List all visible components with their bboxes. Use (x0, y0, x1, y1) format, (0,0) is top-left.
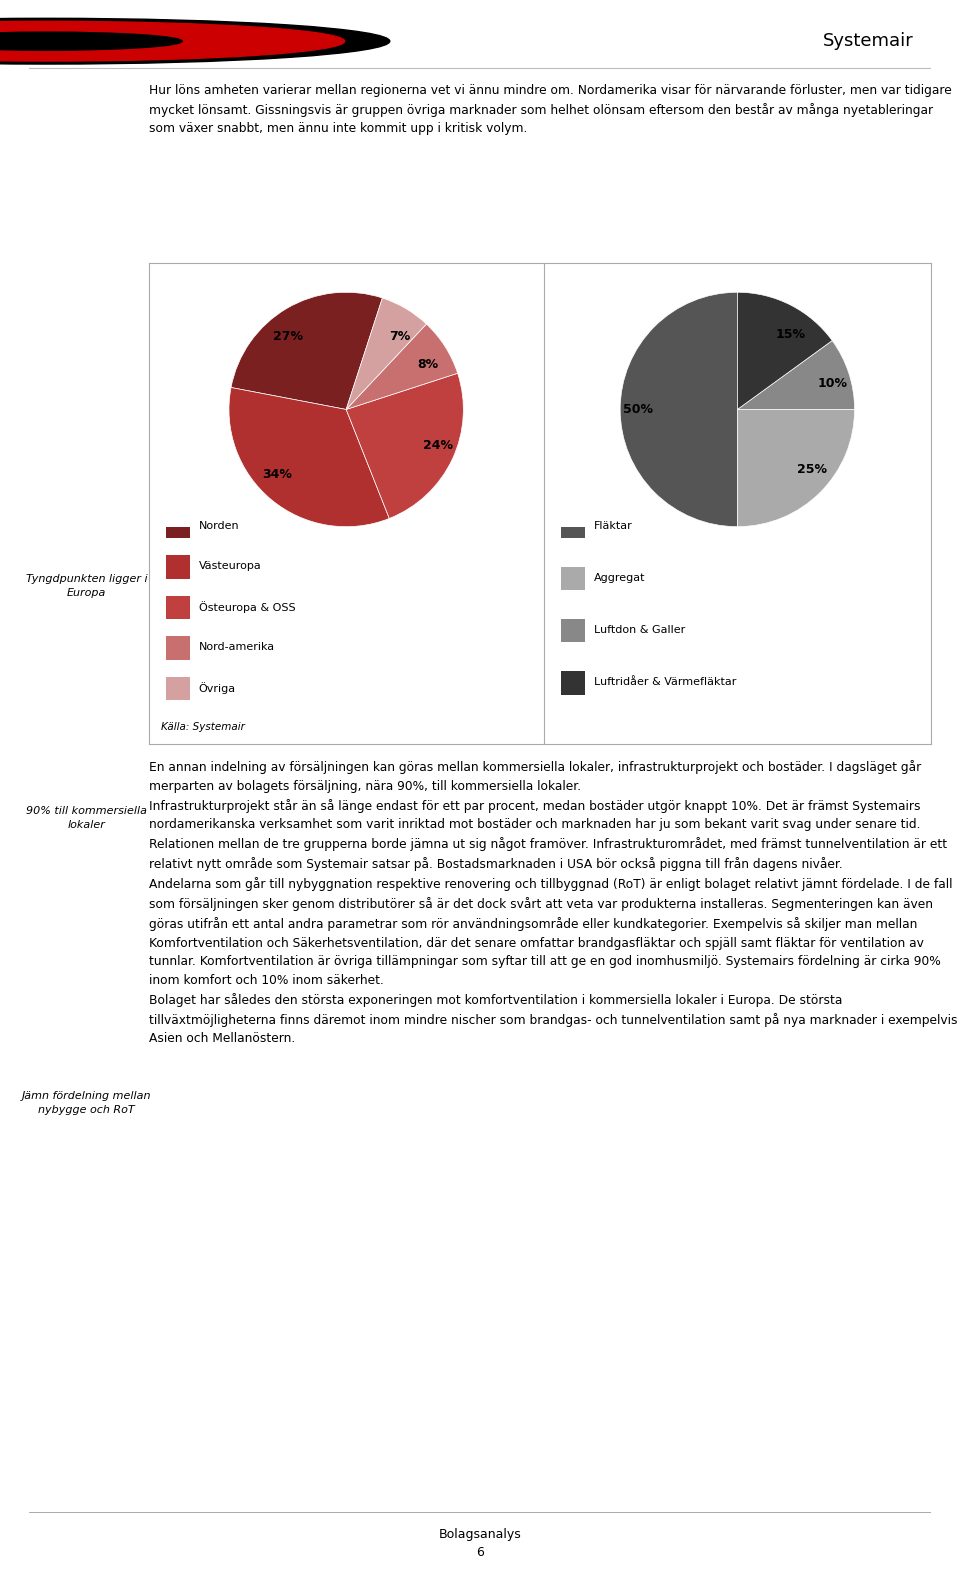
Text: Aggregat: Aggregat (594, 573, 645, 583)
Text: Jämn fördelning mellan
nybygge och RoT: Jämn fördelning mellan nybygge och RoT (22, 1091, 151, 1115)
Wedge shape (229, 388, 390, 526)
Bar (166, 676, 190, 700)
Text: 34%: 34% (262, 467, 293, 482)
Text: Övriga: Övriga (199, 681, 236, 694)
Bar (561, 515, 585, 539)
Text: Nord-amerika: Nord-amerika (199, 642, 275, 653)
Text: 7%: 7% (389, 331, 410, 344)
Circle shape (0, 21, 345, 62)
Text: Östeuropa & OSS: Östeuropa & OSS (199, 600, 296, 613)
Text: Norden: Norden (199, 521, 239, 531)
Wedge shape (347, 298, 426, 409)
Text: Tyngdpunkten ligger i
Europa: Tyngdpunkten ligger i Europa (26, 573, 147, 599)
Wedge shape (737, 409, 854, 526)
Text: En annan indelning av försäljningen kan göras mellan kommersiella lokaler, infra: En annan indelning av försäljningen kan … (149, 760, 957, 1045)
Circle shape (0, 19, 390, 63)
Text: 27%: 27% (274, 331, 303, 344)
Bar (166, 515, 190, 539)
Text: Bolagsanalys: Bolagsanalys (439, 1529, 521, 1541)
Bar (561, 619, 585, 643)
Text: Fläktar: Fläktar (594, 521, 633, 531)
Wedge shape (231, 293, 382, 409)
Bar (166, 556, 190, 578)
Text: Hur löns amheten varierar mellan regionerna vet vi ännu mindre om. Nordamerika v: Hur löns amheten varierar mellan regione… (149, 84, 951, 136)
Text: Källa: Systemair: Källa: Systemair (161, 722, 245, 732)
Wedge shape (737, 341, 854, 409)
Wedge shape (620, 291, 737, 526)
Text: Luftdon & Galler: Luftdon & Galler (594, 624, 685, 635)
Text: 6: 6 (476, 1546, 484, 1559)
Bar (166, 637, 190, 661)
Text: Luftridåer & Värmefläktar: Luftridåer & Värmefläktar (594, 676, 736, 687)
Text: Västeuropa: Västeuropa (199, 561, 262, 572)
Wedge shape (347, 374, 464, 518)
Wedge shape (347, 325, 458, 409)
Bar (561, 567, 585, 591)
Text: Omsättningens fördelning per region och produktområde: Omsättningens fördelning per region och … (158, 233, 635, 249)
Text: 15%: 15% (776, 328, 805, 341)
Bar (166, 596, 190, 619)
Bar (561, 672, 585, 694)
Wedge shape (737, 291, 832, 409)
Text: 50%: 50% (623, 402, 653, 417)
Text: REDEYE: REDEYE (79, 27, 200, 55)
Text: 24%: 24% (422, 439, 452, 451)
Text: 10%: 10% (818, 377, 848, 390)
Text: 8%: 8% (418, 358, 439, 371)
Text: 90% till kommersiella
lokaler: 90% till kommersiella lokaler (26, 806, 147, 830)
Circle shape (0, 32, 182, 51)
Text: Systemair: Systemair (823, 32, 913, 51)
Text: 25%: 25% (797, 463, 828, 475)
